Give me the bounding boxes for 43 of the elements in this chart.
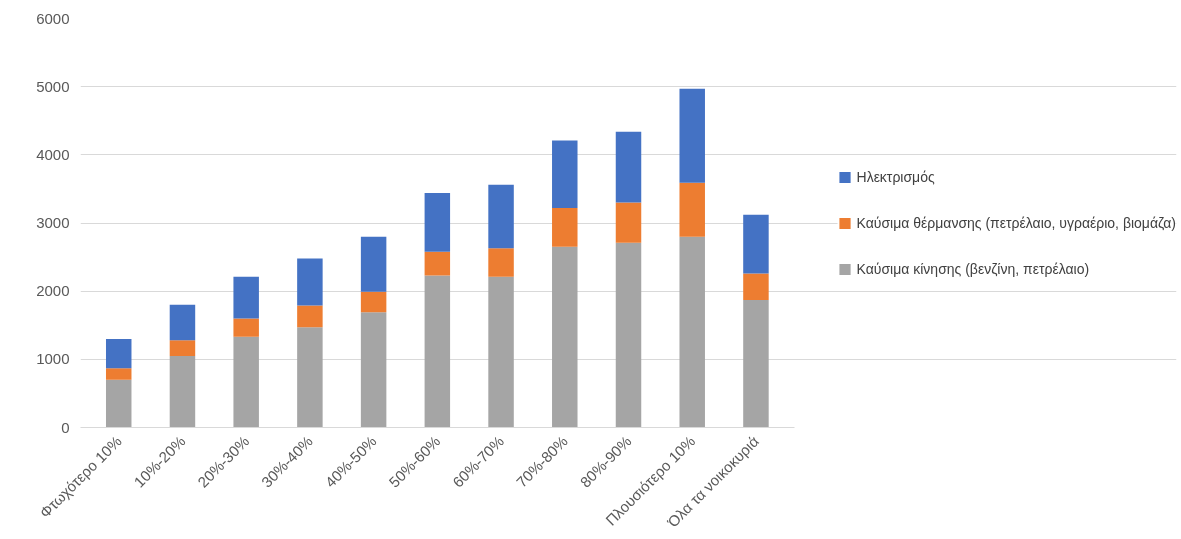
bar [743,300,769,428]
bar [105,379,132,428]
y-tick-label: 3000 [36,214,70,231]
bar [679,88,705,183]
bar [552,140,578,208]
bar [233,276,259,319]
bar [424,193,451,252]
bar [424,251,451,276]
bar [360,291,387,313]
bar [743,273,769,301]
bar [615,242,642,428]
bar [297,305,323,328]
bar [488,184,514,249]
bar [233,336,259,428]
bar [488,276,514,428]
bar [297,258,323,306]
y-tick-label: 0 [61,418,70,436]
bar [169,304,196,341]
bar [424,275,451,428]
y-tick-label: 4000 [36,145,70,163]
bar [679,182,705,237]
bar [105,368,132,380]
bar [233,318,259,337]
y-tick-label: 2000 [36,282,70,300]
bar [105,338,132,369]
bar [169,355,196,428]
bar [743,214,769,274]
legend-label: Ηλεκτρισμός [856,168,935,185]
bar [615,131,642,203]
bar [360,236,387,292]
y-tick-label: 1000 [36,350,70,368]
y-tick-label: 6000 [36,9,70,27]
bar [360,312,387,428]
bar [488,248,514,277]
legend-label: Καύσιμα κίνησης (βενζίνη, πετρέλαιο) [856,260,1090,277]
bar [297,327,323,428]
y-tick-label: 5000 [36,77,70,95]
bar [169,340,196,356]
bar [615,202,642,243]
bar [552,208,578,247]
bar [552,246,578,428]
legend-label: Καύσιμα θέρμανσης (πετρέλαιο, υγραέριο, βιομάζα) [856,214,1176,231]
bar [679,236,705,428]
